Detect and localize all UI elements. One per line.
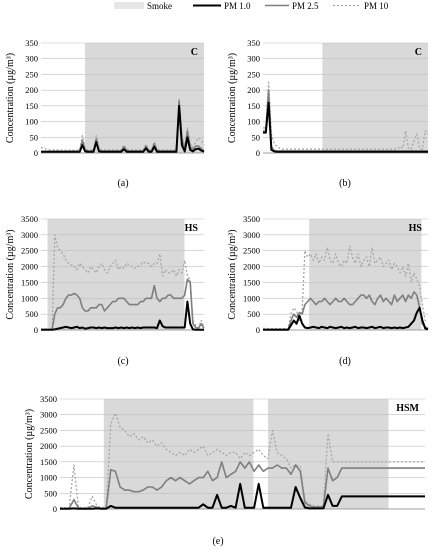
smoke-region — [309, 219, 422, 330]
series-line-pm10 — [263, 306, 429, 331]
y-tick-label: 2000 — [40, 441, 57, 451]
y-tick-label: 150 — [25, 101, 38, 111]
legend-item: Smoke — [114, 1, 172, 11]
y-tick-label: 0 — [256, 325, 260, 335]
chart-panel-c: 0 500 1000 1500 2000 2500 3000 3500 Concentratio… — [5, 214, 205, 367]
chart-panel-e: 0 500 1000 1500 2000 2500 3000 3500 Concentratio… — [24, 394, 425, 547]
y-tick-label: 0 — [34, 148, 38, 158]
y-axis-title: Concentration (µg/m³) — [5, 53, 16, 143]
chart-panel-d: 0 500 1000 1500 2000 2500 3000 3500 Concentratio… — [227, 214, 429, 367]
y-tick-label: 1500 — [40, 457, 57, 467]
y-tick-label: 200 — [25, 85, 38, 95]
y-tick-label: 500 — [44, 488, 57, 498]
y-tick-label: 3500 — [40, 394, 57, 404]
y-tick-label: 3500 — [21, 214, 38, 224]
legend: Smoke PM 1.0 PM 2.5 PM 10 — [114, 1, 389, 11]
y-tick-label: 350 — [247, 38, 260, 48]
panel-label: HSM — [396, 403, 419, 414]
y-tick-label: 3000 — [21, 230, 38, 240]
panel-label: HS — [185, 223, 199, 234]
panel-caption: (e) — [212, 536, 223, 547]
series-line-pm10 — [41, 104, 205, 153]
y-tick-label: 50 — [30, 132, 39, 142]
chart-panel-b: 0 50 100 150 200 250 300 350 Concentration (µg/m… — [227, 38, 429, 189]
y-tick-label: 0 — [53, 504, 57, 514]
smoke-region — [103, 399, 254, 509]
y-tick-label: 200 — [247, 85, 260, 95]
legend-item: PM 1.0 — [193, 1, 251, 11]
chart-panel-a: 0 50 100 150 200 250 300 350 Concentration (µg/m… — [5, 38, 205, 189]
y-tick-label: 2500 — [40, 425, 57, 435]
y-tick-label: 2500 — [243, 246, 260, 256]
y-tick-label: 2500 — [21, 246, 38, 256]
y-tick-label: 300 — [25, 54, 38, 64]
series-line-pm10 — [263, 101, 428, 153]
y-tick-label: 500 — [25, 309, 38, 319]
y-tick-label: 2000 — [21, 262, 38, 272]
y-tick-label: 2000 — [243, 262, 260, 272]
y-axis-title: Concentration (µg/m³) — [227, 53, 238, 143]
y-tick-label: 1500 — [243, 277, 260, 287]
series-line-pm25 — [41, 278, 205, 331]
series-line-pm10 — [41, 234, 205, 330]
series-line-pm25 — [263, 291, 429, 331]
y-tick-label: 150 — [247, 101, 260, 111]
smoke-region — [268, 399, 389, 509]
y-tick-label: 1500 — [21, 277, 38, 287]
y-tick-label: 0 — [34, 325, 38, 335]
legend-label: PM 2.5 — [292, 1, 319, 11]
y-tick-label: 3500 — [243, 214, 260, 224]
y-tick-label: 300 — [247, 54, 260, 64]
series-line-pm25 — [60, 461, 425, 510]
legend-label: PM 1.0 — [224, 1, 251, 11]
y-axis-title: Concentration (µg/m³) — [24, 409, 35, 499]
series-line-pm10 — [41, 300, 204, 331]
y-tick-label: 100 — [247, 117, 260, 127]
y-axis-title: Concentration (µg/m³) — [227, 229, 238, 319]
y-tick-label: 100 — [25, 117, 38, 127]
legend-swatch-smoke — [114, 2, 144, 9]
y-tick-label: 3000 — [40, 410, 57, 420]
panel-label: C — [191, 47, 198, 58]
legend-label: Smoke — [147, 1, 172, 11]
panel-caption: (b) — [339, 178, 351, 189]
y-axis-title: Concentration (µg/m³) — [5, 229, 16, 319]
legend-item: PM 10 — [333, 1, 389, 11]
series-line-pm10 — [263, 81, 429, 150]
y-tick-label: 250 — [25, 69, 38, 79]
legend-label: PM 10 — [364, 1, 389, 11]
series-line-pm10 — [60, 482, 425, 510]
panel-caption: (c) — [117, 356, 128, 367]
y-tick-label: 3000 — [243, 230, 260, 240]
y-tick-label: 500 — [247, 309, 260, 319]
smoke-region — [47, 219, 185, 330]
smoke-region — [85, 43, 204, 153]
y-tick-label: 0 — [256, 148, 260, 158]
y-tick-label: 1000 — [40, 473, 57, 483]
y-tick-label: 350 — [25, 38, 38, 48]
panel-caption: (a) — [117, 178, 128, 189]
series-line-pm10 — [263, 245, 428, 330]
panel-label: C — [415, 47, 422, 58]
smoke-region — [322, 43, 428, 153]
y-tick-label: 1000 — [243, 293, 260, 303]
panel-caption: (d) — [339, 356, 351, 367]
panel-label: HS — [409, 223, 423, 234]
y-tick-label: 50 — [252, 132, 261, 142]
y-tick-label: 250 — [247, 69, 260, 79]
y-tick-label: 1000 — [21, 293, 38, 303]
legend-item: PM 2.5 — [265, 1, 319, 11]
